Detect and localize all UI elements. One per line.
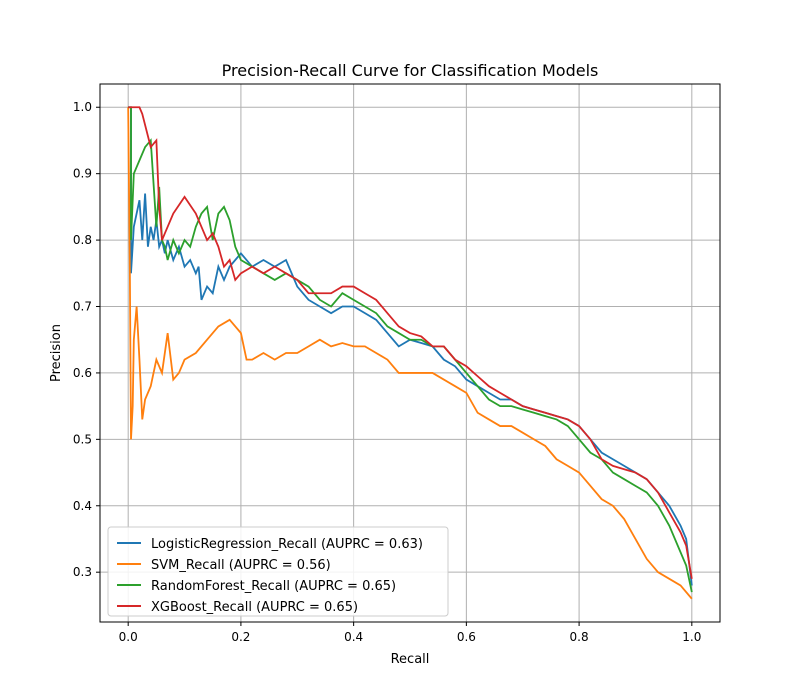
x-tick-label: 0.6 xyxy=(457,630,476,644)
y-axis-ticks: 0.3 0.4 0.5 0.6 0.7 0.8 0.9 1.0 xyxy=(73,100,100,579)
y-tick-label: 0.4 xyxy=(73,499,92,513)
plot-area-frame xyxy=(99,83,721,623)
x-tick-label: 0.0 xyxy=(119,630,138,644)
series-line-1 xyxy=(127,107,693,600)
y-axis-label: Precision xyxy=(49,324,64,382)
series-line-3 xyxy=(128,106,693,579)
y-tick-label: 0.6 xyxy=(73,366,92,380)
chart-title: Precision-Recall Curve for Classificatio… xyxy=(222,61,599,80)
x-axis-label: Recall xyxy=(391,652,430,667)
legend-label-0: LogisticRegression_Recall (AUPRC = 0.63) xyxy=(151,537,423,552)
x-tick-label: 0.2 xyxy=(231,630,250,644)
y-tick-label: 0.8 xyxy=(73,233,92,247)
legend-label-2: RandomForest_Recall (AUPRC = 0.65) xyxy=(151,579,396,594)
series-line-2 xyxy=(128,106,693,593)
series-layer xyxy=(127,106,693,600)
x-tick-label: 0.4 xyxy=(344,630,363,644)
legend-box xyxy=(107,526,449,617)
y-tick-label: 0.5 xyxy=(73,432,92,446)
x-tick-label: 1.0 xyxy=(682,630,701,644)
legend-label-3: XGBoost_Recall (AUPRC = 0.65) xyxy=(151,600,358,615)
x-tick-label: 0.8 xyxy=(570,630,589,644)
legend-label-1: SVM_Recall (AUPRC = 0.56) xyxy=(151,558,331,573)
y-tick-label: 0.7 xyxy=(73,300,92,314)
y-tick-label: 1.0 xyxy=(73,100,92,114)
legend: LogisticRegression_Recall (AUPRC = 0.63)… xyxy=(107,526,449,617)
x-axis-ticks: 0.0 0.2 0.4 0.6 0.8 1.0 xyxy=(119,622,701,644)
y-tick-label: 0.3 xyxy=(73,565,92,579)
y-tick-label: 0.9 xyxy=(73,167,92,181)
